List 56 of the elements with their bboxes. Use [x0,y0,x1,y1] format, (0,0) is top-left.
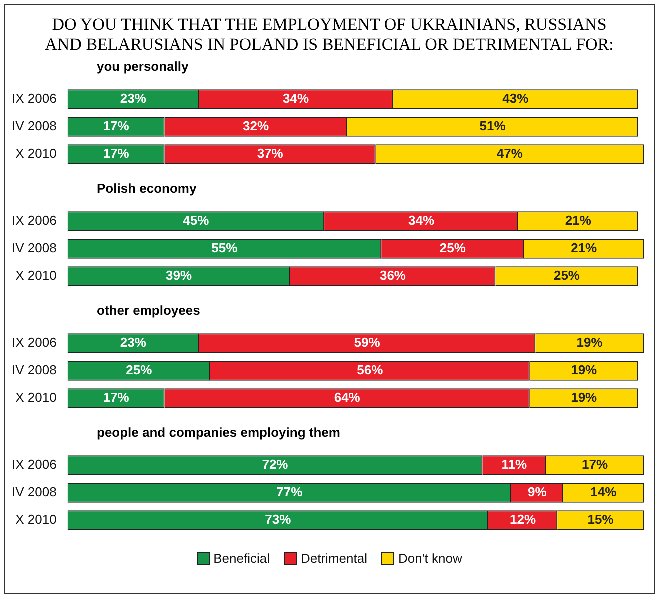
data-label: 51% [480,118,506,134]
y-tick-label: IV 2008 [12,362,57,378]
data-label: 55% [212,240,238,256]
y-tick-label: X 2010 [16,268,57,284]
data-label: 37% [257,146,284,162]
data-label: 39% [166,268,193,284]
data-label: 25% [554,268,580,284]
chart-subtitle: people and companies employing them [97,425,342,441]
data-label: 77% [276,484,304,500]
data-label: 17% [103,146,130,162]
data-label: 17% [103,390,130,406]
data-label: 72% [262,457,289,472]
data-label: 36% [380,268,406,284]
data-label: 14% [590,484,618,500]
data-label: 21% [571,240,598,256]
chart-subtitle: other employees [97,303,202,319]
data-label: 21% [565,213,592,228]
data-label: 19% [571,390,598,406]
data-label: 56% [357,362,384,378]
data-label: 25% [126,362,153,378]
y-tick-label: IX 2006 [12,457,57,472]
y-tick-label: IX 2006 [12,213,57,228]
data-label: 34% [408,213,435,228]
y-tick-label: IV 2008 [12,240,57,256]
data-label: 47% [496,146,524,162]
data-label: 17% [582,457,608,472]
data-label: 34% [282,91,310,106]
legend-label: Don't know [398,551,462,566]
y-tick-label: X 2010 [16,390,57,406]
y-tick-label: X 2010 [16,512,57,528]
y-tick-label: IX 2006 [12,335,57,350]
data-label: 17% [103,118,130,134]
y-tick-label: X 2010 [16,146,57,162]
data-label: 15% [588,512,614,528]
data-label: 19% [571,362,598,378]
legend-label: Detrimental [301,551,368,566]
data-label: 23% [120,335,147,350]
data-label: 59% [354,335,381,350]
data-label: 45% [183,213,210,228]
data-label: 11% [502,457,528,472]
series-label: Beneficial [214,551,270,566]
data-label: 23% [120,91,147,106]
data-label: 32% [243,118,270,134]
data-label: 43% [502,91,530,106]
chart-subtitle: Polish economy [97,181,198,197]
data-label: 12% [510,512,536,528]
data-label: 25% [440,240,466,256]
y-tick-label: IV 2008 [12,118,57,134]
data-label: 19% [576,335,604,350]
chart-title: DO YOU THINK THAT THE EMPLOYMENT OF UKRAINIANS, RUSSIANS AND BELARUSIANS IN POLAND IS BENEFICIAL OR DETRIMENTAL FOR: [45,15,614,55]
data-label: 9% [528,484,548,500]
y-tick-label: IV 2008 [12,484,57,500]
data-label: 64% [334,390,361,406]
data-label: 73% [265,512,292,528]
chart-subtitle: you personally [97,59,190,75]
y-tick-label: IX 2006 [12,91,57,106]
